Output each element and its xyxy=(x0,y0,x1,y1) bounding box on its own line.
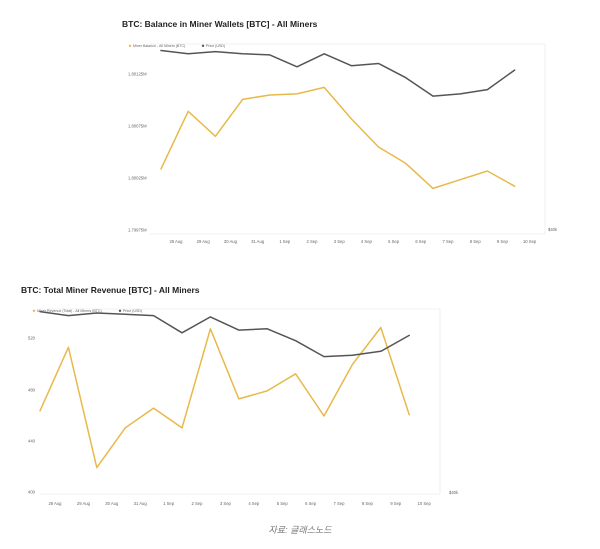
chart2-x-tick-label: 8 Sep xyxy=(362,501,374,506)
chart1-x-tick-label: 4 Sep xyxy=(361,239,373,244)
chart2-x-tick-label: 7 Sep xyxy=(334,501,346,506)
chart2-x-tick-label: 1 Sep xyxy=(163,501,175,506)
chart2-x-tick-label: 31 Aug xyxy=(134,501,148,506)
chart1-x-tick-label: 31 Aug xyxy=(251,239,265,244)
chart2-x-tick-label: 2 Sep xyxy=(192,501,204,506)
chart2-y-tick-label: 440 xyxy=(28,439,36,444)
chart2-x-tick-label: 6 Sep xyxy=(305,501,317,506)
chart2-y-right-tick-label: $40k xyxy=(449,490,459,495)
chart1-legend-entry: Miner Balance - All Miners (BTC) xyxy=(133,44,185,48)
chart1-x-tick-label: 3 Sep xyxy=(334,239,346,244)
chart2-legend-swatch xyxy=(118,309,122,312)
chart1-y-tick-label: 1.80125M xyxy=(128,72,147,77)
chart2-x-tick-label: 30 Aug xyxy=(105,501,119,506)
chart1-x-tick-label: 28 Aug xyxy=(169,239,183,244)
chart2-x-tick-label: 5 Sep xyxy=(277,501,289,506)
chart2-y-tick-label: 520 xyxy=(28,336,36,341)
chart2-legend-entry: Price (USD) xyxy=(123,309,142,313)
chart1-legend-entry: Price (USD) xyxy=(206,44,225,48)
chart2-legend-swatch xyxy=(32,309,36,312)
chart1-y-tick-label: 1.79975M xyxy=(128,228,147,233)
chart1-series-miner-line xyxy=(160,86,516,190)
chart1-x-tick-label: 9 Sep xyxy=(497,239,509,244)
chart1-legend-swatch xyxy=(201,44,205,47)
chart1-x-tick-label: 1 Sep xyxy=(279,239,291,244)
chart2-x-tick-label: 3 Sep xyxy=(220,501,232,506)
chart2-x-tick-label: 28 Aug xyxy=(48,501,62,506)
chart2-x-tick-label: 10 Sep xyxy=(418,501,432,506)
chart1-legend-swatch xyxy=(128,44,132,47)
chart1-x-tick-label: 30 Aug xyxy=(224,239,238,244)
chart2-x-tick-label: 4 Sep xyxy=(248,501,260,506)
chart1-y-tick-label: 1.80025M xyxy=(128,176,147,181)
chart2-y-tick-label: 480 xyxy=(28,388,36,393)
chart1-y-right-tick-label: $40k xyxy=(548,227,558,232)
chart2-y-tick-label: 400 xyxy=(28,490,36,495)
source-caption: 자료: 글래스노드 xyxy=(268,525,332,535)
chart1-x-tick-label: 2 Sep xyxy=(307,239,319,244)
chart1-y-tick-label: 1.80075M xyxy=(128,124,147,129)
chart1-series-price-line xyxy=(160,49,516,97)
chart2-legend-entry: Miner Revenue (Total) - All Miners (BTC) xyxy=(37,309,102,313)
chart1-x-tick-label: 5 Sep xyxy=(388,239,400,244)
chart1-x-tick-label: 6 Sep xyxy=(415,239,427,244)
chart1-x-tick-label: 29 Aug xyxy=(197,239,211,244)
chart2-series-miner-line xyxy=(39,326,410,469)
chart1-x-tick-label: 7 Sep xyxy=(443,239,455,244)
chart1-title: BTC: Balance in Miner Wallets [BTC] - Al… xyxy=(122,19,318,29)
chart2-x-tick-label: 9 Sep xyxy=(390,501,402,506)
chart1-x-tick-label: 10 Sep xyxy=(523,239,537,244)
chart2-series-price-line xyxy=(39,310,410,358)
chart2-x-tick-label: 29 Aug xyxy=(77,501,91,506)
chart2-title: BTC: Total Miner Revenue [BTC] - All Min… xyxy=(21,285,200,295)
chart1-x-tick-label: 8 Sep xyxy=(470,239,482,244)
